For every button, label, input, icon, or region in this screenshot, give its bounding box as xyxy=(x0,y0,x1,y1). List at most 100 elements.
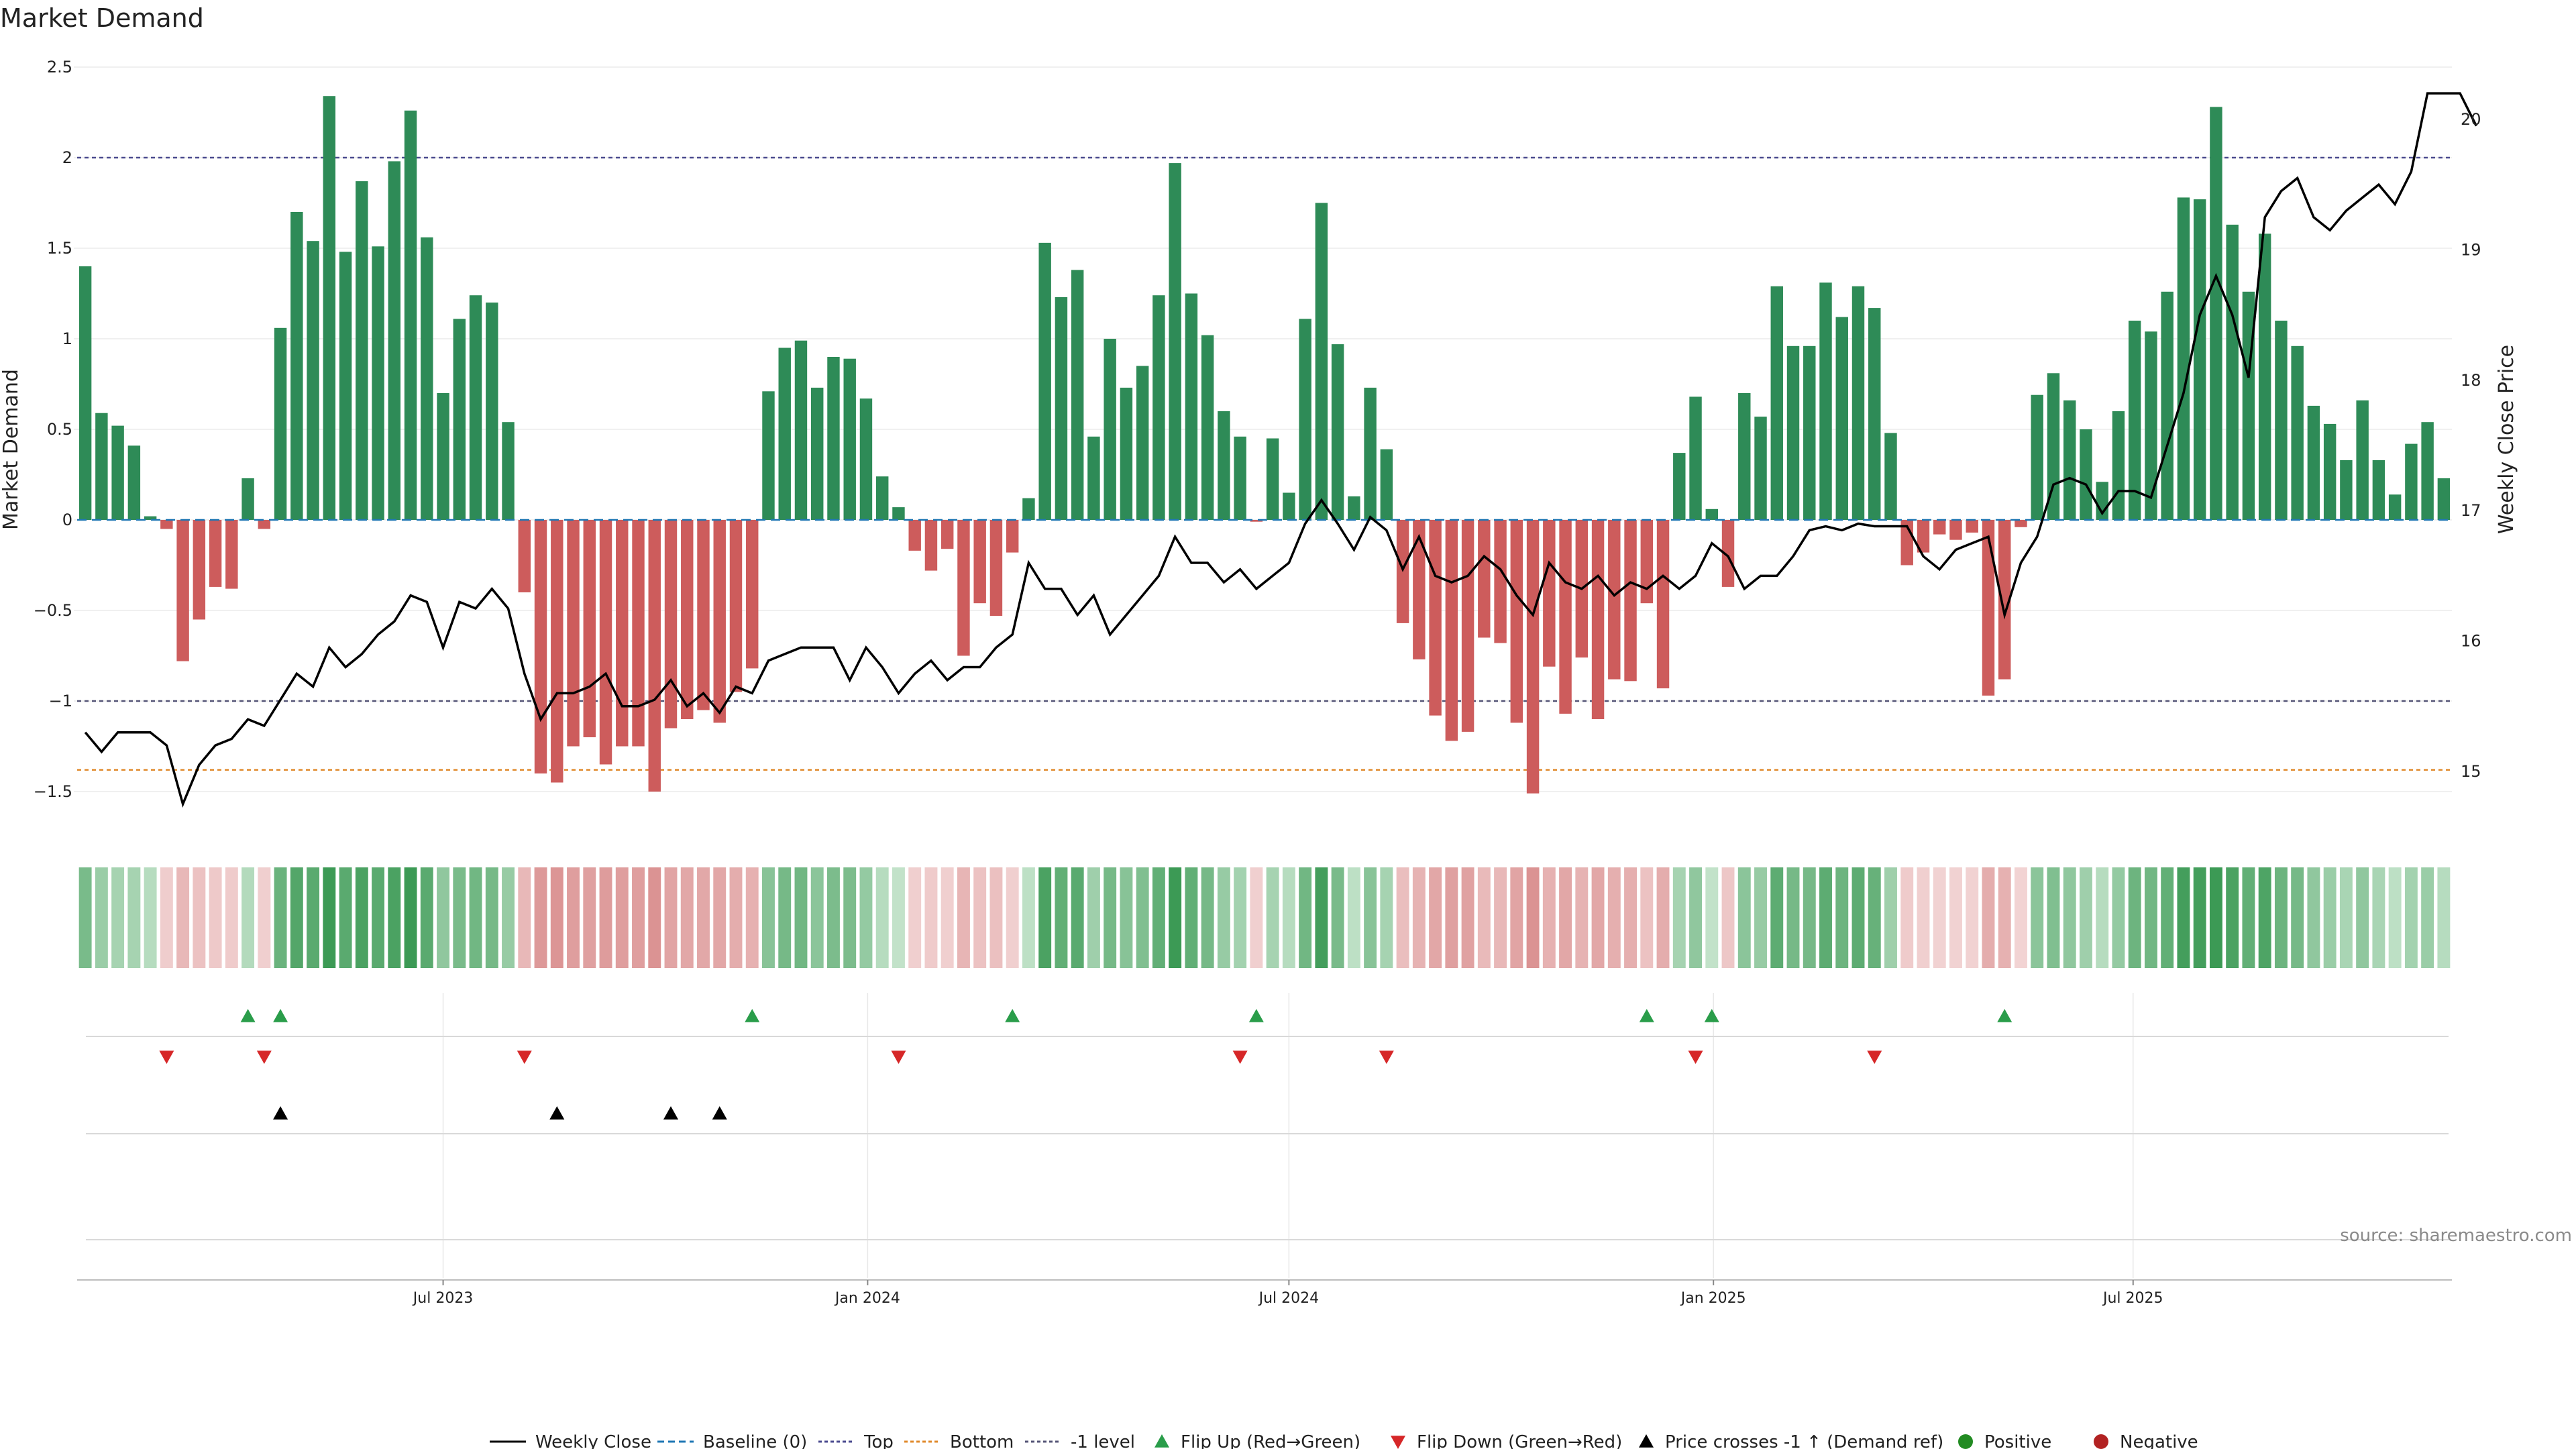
bar-negative xyxy=(681,520,694,719)
strip-cell-negative xyxy=(1575,867,1589,968)
strip-cell-positive xyxy=(778,867,792,968)
bar-positive xyxy=(2437,478,2451,520)
strip-cell-negative xyxy=(957,867,970,968)
strip-cell-positive xyxy=(827,867,840,968)
strip-cell-positive xyxy=(2388,867,2402,968)
weekly-close-line xyxy=(84,92,2477,808)
y-tick-label: 2.5 xyxy=(47,58,72,76)
bar-positive xyxy=(2210,107,2222,520)
bar-positive xyxy=(2307,405,2320,520)
y-tick-label: 1 xyxy=(62,329,72,348)
bar-positive xyxy=(469,295,482,520)
y2-tick-label: 17 xyxy=(2461,501,2481,520)
bar-negative xyxy=(1478,520,1491,638)
strip-cell-positive xyxy=(307,867,320,968)
y2-tick-label: 20 xyxy=(2461,110,2481,129)
bar-positive xyxy=(1380,449,1393,520)
bar-positive xyxy=(1819,282,1832,520)
price-cross-marker xyxy=(663,1106,678,1120)
flip-up-marker xyxy=(745,1009,760,1022)
flip-up-marker xyxy=(1704,1009,1719,1022)
strip-cell-positive xyxy=(1868,867,1881,968)
strip-cell-negative xyxy=(1949,867,1962,968)
bar-negative xyxy=(534,520,547,773)
strip-cell-positive xyxy=(810,867,824,968)
strip-cell-negative xyxy=(1656,867,1670,968)
y-tick-label: 0.5 xyxy=(47,420,72,439)
strip-cell-positive xyxy=(144,867,157,968)
bar-positive xyxy=(274,327,287,520)
strip-cell-positive xyxy=(2063,867,2076,968)
bar-positive xyxy=(2291,345,2304,520)
strip-cell-negative xyxy=(745,867,759,968)
strip-cell-positive xyxy=(1038,867,1052,968)
bar-positive xyxy=(1152,295,1165,520)
flip-up-marker xyxy=(1248,1009,1264,1022)
strip-cell-positive xyxy=(892,867,905,968)
bar-positive xyxy=(1884,433,1897,520)
strip-cell-positive xyxy=(323,867,336,968)
strip-cell-negative xyxy=(160,867,173,968)
strip-cell-positive xyxy=(2323,867,2337,968)
strip-cell-positive xyxy=(453,867,466,968)
price-cross-marker xyxy=(273,1106,288,1120)
strip-cell-positive xyxy=(1055,867,1068,968)
strip-cell-positive xyxy=(794,867,808,968)
bar-positive xyxy=(2145,331,2157,520)
x-tick-label: Jul 2024 xyxy=(1258,1290,1320,1307)
strip-cell-negative xyxy=(583,867,596,968)
bar-positive xyxy=(437,393,449,520)
strip-cell-negative xyxy=(1429,867,1442,968)
y-axis-right: 20 19 18 17 16 15 xyxy=(2461,110,2481,781)
bar-negative xyxy=(176,520,189,661)
strip-cell-negative xyxy=(193,867,206,968)
bar-negative xyxy=(1429,520,1442,716)
bar-negative xyxy=(1250,520,1263,522)
strip-cell-negative xyxy=(550,867,564,968)
bar-positive xyxy=(762,391,775,520)
bar-positive xyxy=(486,303,498,520)
strip-cell-positive xyxy=(95,867,108,968)
bar-negative xyxy=(551,520,564,783)
bar-positive xyxy=(421,237,433,520)
bar-negative xyxy=(908,520,921,551)
strip-cell-positive xyxy=(127,867,141,968)
bar-negative xyxy=(746,520,759,669)
bar-negative xyxy=(1998,520,2011,680)
strip-cell-negative xyxy=(1412,867,1426,968)
strip-cell-positive xyxy=(1884,867,1897,968)
strip-cell-negative xyxy=(599,867,612,968)
bar-positive xyxy=(2128,321,2141,520)
strip-cell-positive xyxy=(469,867,482,968)
strip-cell-positive xyxy=(78,867,92,968)
bar-positive xyxy=(307,241,319,520)
legend-label-10: Negative xyxy=(2120,1432,2198,1449)
strip-cell-positive xyxy=(1185,867,1198,968)
flip-down-marker xyxy=(159,1051,174,1064)
strip-cell-positive xyxy=(241,867,255,968)
bar-negative xyxy=(664,520,678,729)
flip-down-marker xyxy=(1232,1051,1248,1064)
y-axis-left: 2.5 2 1.5 1 0.5 0 −0.5 −1 −1.5 xyxy=(34,58,72,801)
strip-cell-positive xyxy=(1364,867,1377,968)
strip-cell-positive xyxy=(1803,867,1816,968)
strip-cell-positive xyxy=(1152,867,1165,968)
strip-cell-positive xyxy=(1347,867,1360,968)
strip-cell-negative xyxy=(941,867,954,968)
x-tick-label: Jan 2024 xyxy=(834,1290,900,1307)
bar-positive xyxy=(2356,400,2369,520)
bar-positive xyxy=(404,110,417,521)
strip-cell-negative xyxy=(632,867,645,968)
strip-cell-positive xyxy=(1770,867,1784,968)
strip-cell-positive xyxy=(875,867,889,968)
bar-negative xyxy=(1559,520,1572,714)
strip-cell-positive xyxy=(2096,867,2109,968)
strip-cell-negative xyxy=(908,867,922,968)
strip-cell-positive xyxy=(1380,867,1393,968)
bar-positive xyxy=(875,476,889,520)
bar-positive xyxy=(1348,496,1360,520)
bar-positive xyxy=(1689,396,1702,520)
bar-negative xyxy=(518,520,531,592)
strip-cell-negative xyxy=(664,867,678,968)
bar-negative xyxy=(209,520,222,587)
